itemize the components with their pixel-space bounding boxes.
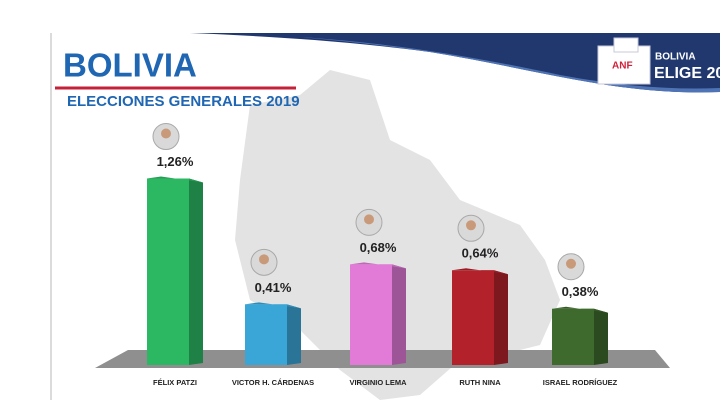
bar — [350, 264, 392, 365]
avatar-face — [364, 214, 374, 225]
value-label: 0,38% — [562, 284, 599, 299]
chart-title: BOLIVIA — [63, 47, 197, 84]
bar — [147, 178, 189, 365]
value-label: 0,68% — [360, 240, 397, 255]
category-label: VIRGINIO LEMA — [349, 378, 407, 387]
bar-side — [189, 178, 203, 365]
value-label: 0,64% — [462, 246, 499, 261]
value-label: 0,41% — [255, 280, 292, 295]
category-label: RUTH NINA — [459, 378, 501, 387]
bar-top — [552, 306, 608, 313]
avatar-face — [466, 220, 476, 231]
bar-side — [287, 304, 301, 365]
chart-subtitle: ELECCIONES GENERALES 2019 — [67, 93, 300, 110]
bar-top — [245, 302, 301, 309]
avatar-face — [566, 258, 576, 269]
avatar-face — [161, 128, 171, 139]
bar — [452, 270, 494, 365]
bar-side — [494, 270, 508, 365]
bar — [245, 304, 287, 365]
category-label: VICTOR H. CÁRDENAS — [232, 378, 314, 387]
value-label: 1,26% — [157, 154, 194, 169]
bar — [552, 308, 594, 365]
logo-ballot — [613, 37, 639, 53]
avatar-face — [259, 254, 269, 265]
logo-line1: BOLIVIA — [655, 52, 696, 63]
logo-line2: ELIGE 20 — [654, 65, 720, 82]
bar-top — [147, 176, 203, 183]
bar-top — [350, 262, 406, 269]
header-swoosh — [190, 33, 720, 93]
logo-brand: ANF — [612, 61, 633, 72]
category-label: ISRAEL RODRÍGUEZ — [543, 378, 618, 387]
category-label: FÉLIX PATZI — [153, 378, 197, 387]
bar-side — [594, 308, 608, 365]
bar-side — [392, 264, 406, 365]
bar-top — [452, 268, 508, 275]
